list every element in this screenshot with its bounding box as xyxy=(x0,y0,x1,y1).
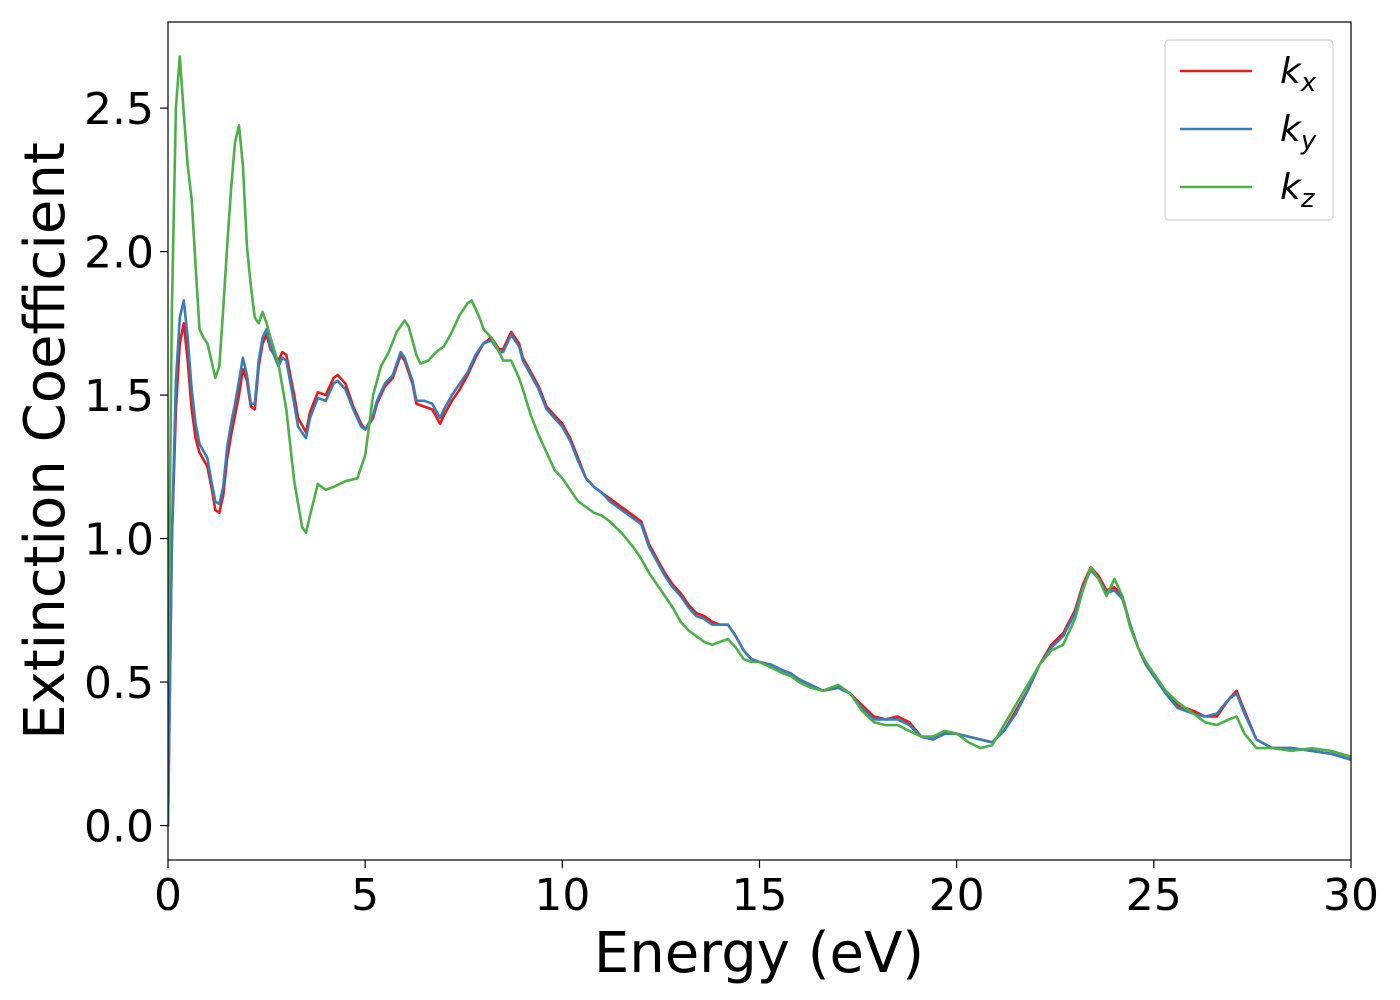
y-tick-label: 1.0 xyxy=(84,515,154,566)
y-axis-title: Extinction Coefficient xyxy=(13,142,78,740)
y-tick-label: 2.0 xyxy=(84,228,154,279)
series-layer xyxy=(168,55,1351,827)
x-tick-label: 0 xyxy=(154,870,182,921)
y-tick-label: 2.5 xyxy=(84,84,154,135)
x-tick-label: 30 xyxy=(1323,870,1379,921)
x-tick-label: 5 xyxy=(351,870,379,921)
y-axis: 0.0 0.5 1.0 1.5 2.0 2.5 xyxy=(84,84,168,853)
x-tick-label: 15 xyxy=(732,870,788,921)
x-tick-label: 20 xyxy=(929,870,985,921)
x-tick-label: 25 xyxy=(1126,870,1182,921)
y-tick-label: 0.0 xyxy=(84,802,154,853)
plot-area xyxy=(167,21,1352,861)
y-tick-label: 1.5 xyxy=(84,371,154,422)
y-tick-label: 0.5 xyxy=(84,658,154,709)
x-axis-title: Energy (eV) xyxy=(594,921,924,986)
x-axis: 0 5 10 15 20 25 30 xyxy=(154,860,1379,921)
x-tick-label: 10 xyxy=(534,870,590,921)
series-line-kz xyxy=(168,55,1351,758)
series-line-ky xyxy=(168,299,1351,827)
